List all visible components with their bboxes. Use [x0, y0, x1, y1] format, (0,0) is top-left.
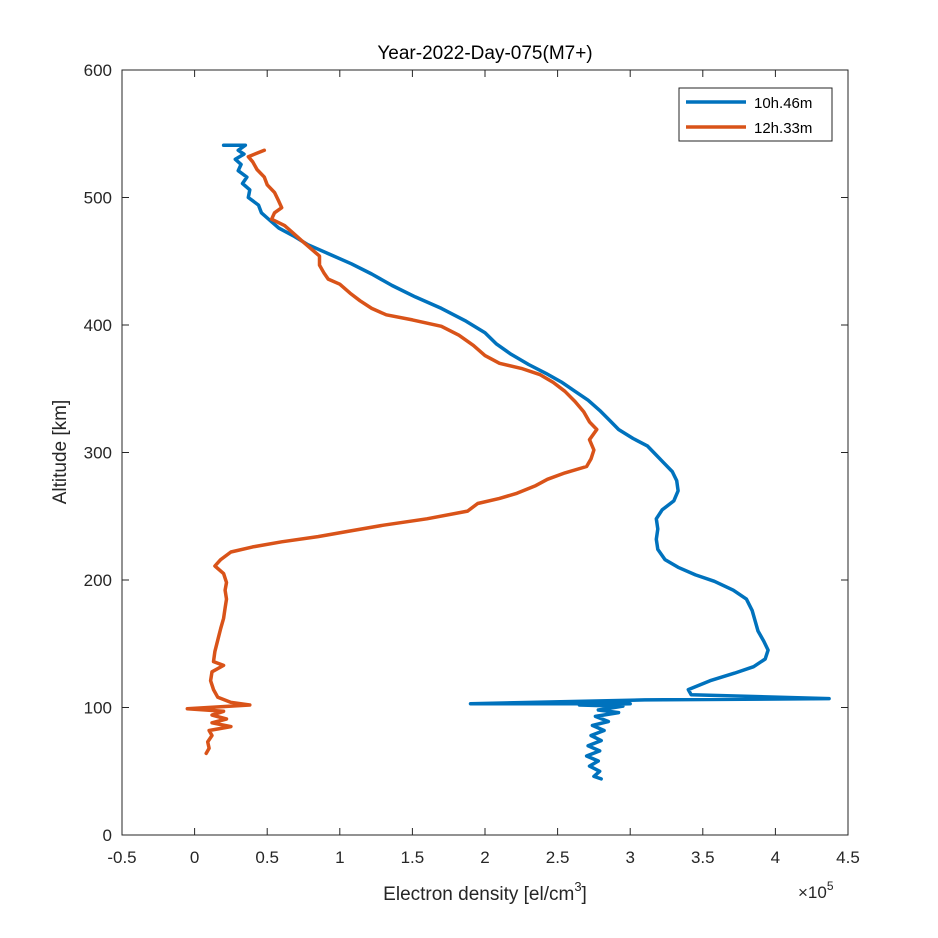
x-axis-label-main: Electron density [el/cm [383, 884, 574, 905]
x-axis-multiplier-exponent: 5 [827, 879, 834, 893]
x-axis-label-suffix: ] [582, 884, 587, 905]
x-tick-label: 0 [190, 848, 199, 867]
series-layer [185, 143, 831, 781]
x-tick-label: 2.5 [546, 848, 570, 867]
x-tick-label: 1 [335, 848, 344, 867]
y-tick-label: 600 [84, 61, 112, 80]
legend-label-10h46m: 10h.46m [754, 95, 812, 112]
y-tick-label: 100 [84, 699, 112, 718]
x-tick-label: 4 [771, 848, 780, 867]
y-tick-label: 0 [103, 826, 112, 845]
x-axis-label-superscript: 3 [574, 879, 581, 894]
x-axis-label: Electron density [el/cm3] [383, 879, 587, 905]
x-tick-label: 1.5 [401, 848, 425, 867]
plot-frame [121, 69, 849, 836]
y-axis-label: Altitude [km] [50, 400, 71, 505]
plot-area [122, 70, 848, 835]
x-tick-label: 0.5 [255, 848, 279, 867]
legend-box [678, 87, 833, 142]
x-axis-multiplier: ×105 [798, 879, 834, 902]
x-axis-ticks: -0.5 0 0.5 1 1.5 2 2.5 3 3.5 4 4.5 [107, 70, 860, 867]
y-tick-label: 200 [84, 571, 112, 590]
chart-title: Year-2022-Day-075(M7+) [377, 43, 592, 64]
x-tick-label: 2 [480, 848, 489, 867]
y-tick-label: 300 [84, 444, 112, 463]
series-line-12h33m [185, 148, 599, 756]
x-tick-label: 4.5 [836, 848, 860, 867]
x-tick-label: 3 [625, 848, 634, 867]
y-axis-ticks: 0 100 200 300 400 500 600 [84, 61, 848, 845]
legend-label-12h33m: 12h.33m [754, 120, 812, 137]
x-tick-label: -0.5 [107, 848, 136, 867]
y-tick-label: 400 [84, 316, 112, 335]
x-axis-multiplier-base: ×10 [798, 883, 827, 902]
y-tick-label: 500 [84, 189, 112, 208]
series-line-10h46m [221, 143, 831, 781]
x-tick-label: 3.5 [691, 848, 715, 867]
legend: 10h.46m 12h.33m [678, 87, 833, 142]
